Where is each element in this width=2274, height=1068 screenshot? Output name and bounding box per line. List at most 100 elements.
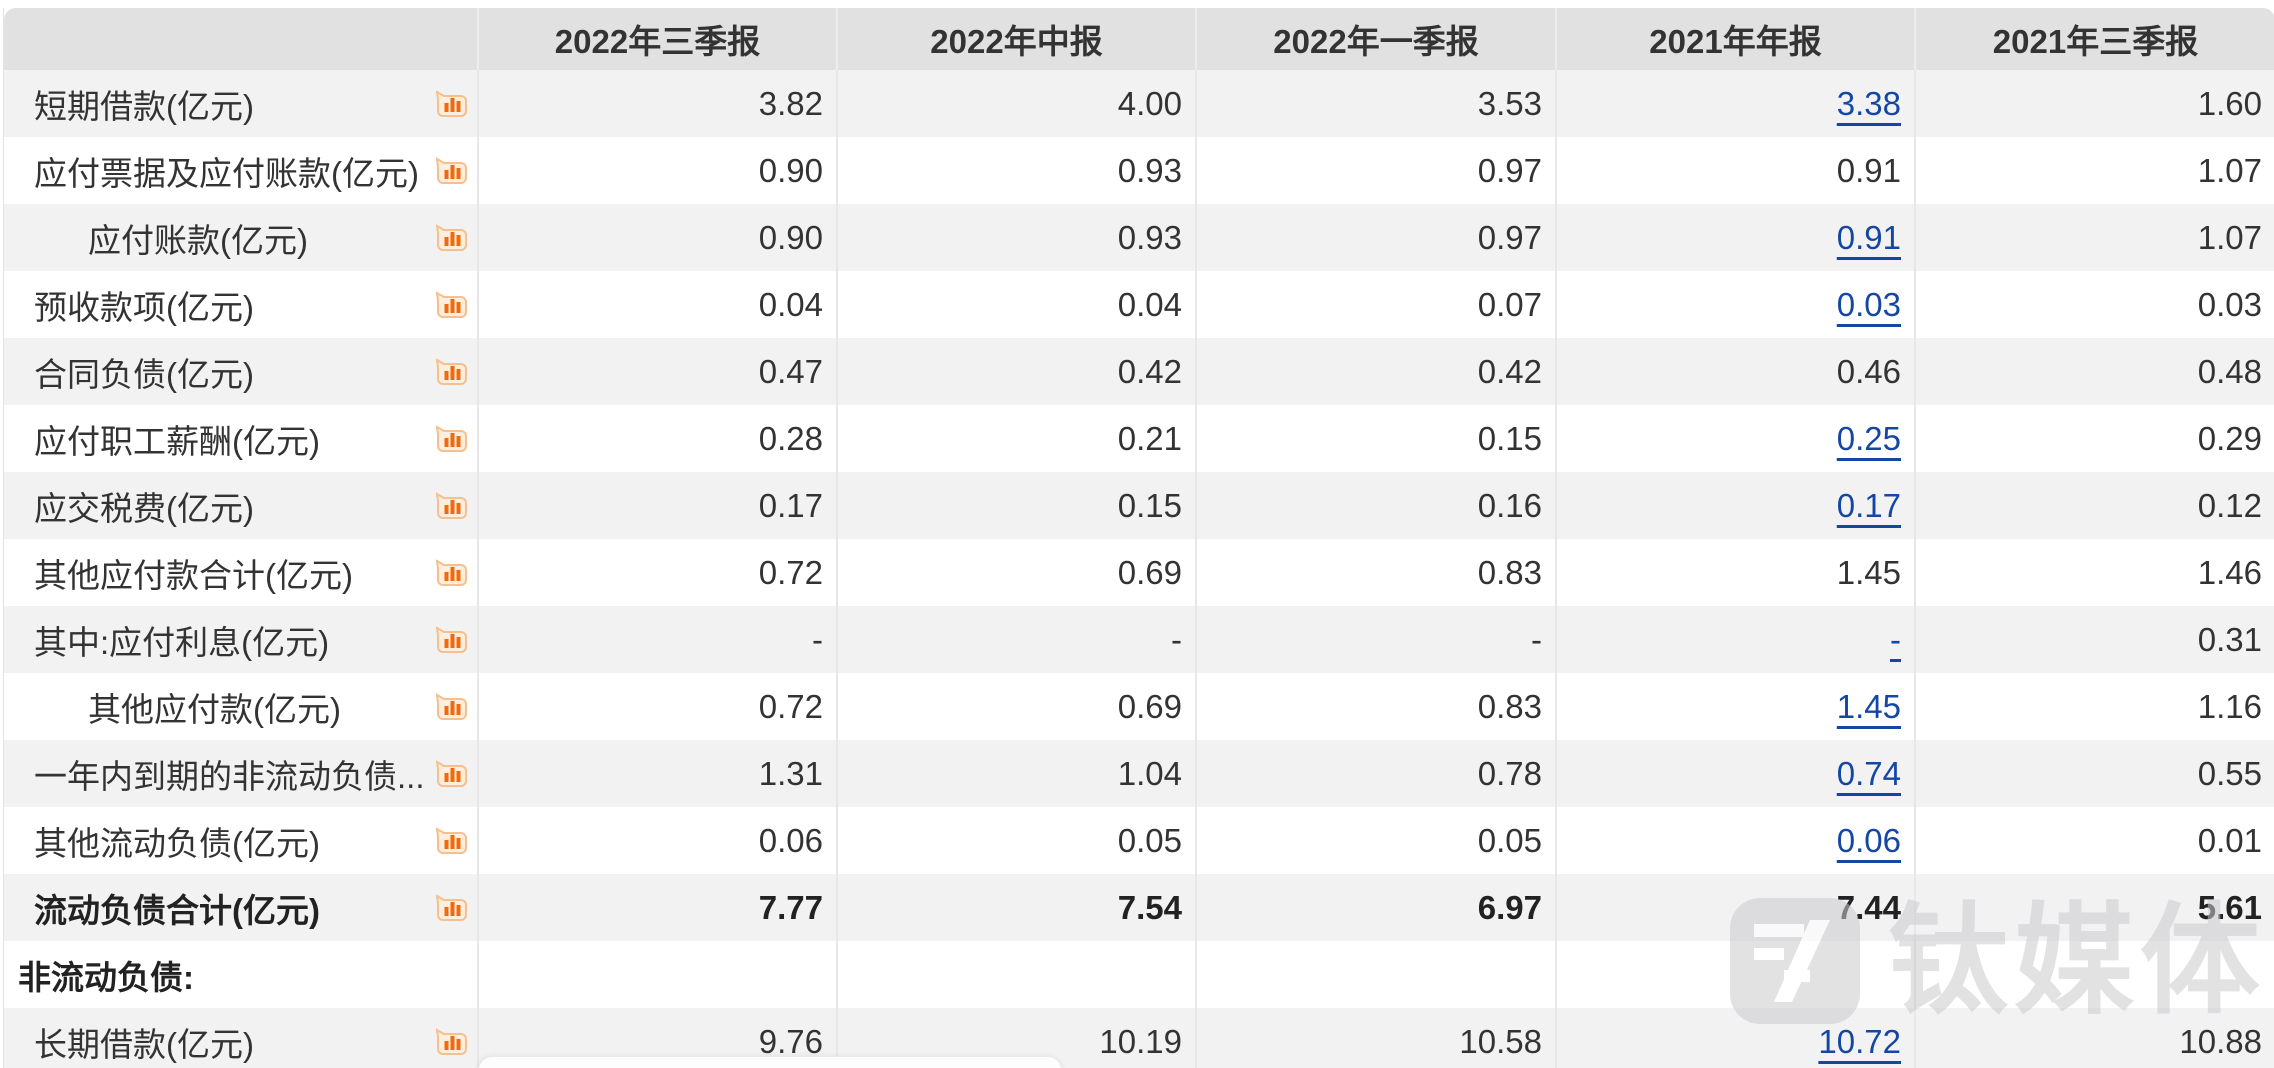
bar-chart-icon[interactable] xyxy=(434,558,468,587)
header-cell-period: 2021年年报 xyxy=(1555,8,1914,70)
row-label-cell: 预收款项(亿元) xyxy=(4,271,477,338)
bar-chart-icon[interactable] xyxy=(434,692,468,721)
value-cell: 0.78 xyxy=(1195,740,1555,807)
value-cell: 0.47 xyxy=(477,338,836,405)
bar-chart-icon[interactable] xyxy=(434,223,468,252)
value-cell: 1.04 xyxy=(836,740,1195,807)
value-link[interactable]: 10.72 xyxy=(1818,1022,1901,1060)
table-row: 应付职工薪酬(亿元) 0.28 0.21 0.15 0.25 0.29 xyxy=(4,405,2274,472)
row-label-cell: 其他应付款(亿元) xyxy=(4,673,477,740)
row-label: 一年内到期的非流动负债... xyxy=(34,757,425,795)
row-label: 应付职工薪酬(亿元) xyxy=(34,422,320,460)
value-cell: 0.15 xyxy=(1195,405,1555,472)
value-cell: 0.69 xyxy=(836,539,1195,606)
bar-chart-icon[interactable] xyxy=(434,759,468,788)
row-label-cell: 其他流动负债(亿元) xyxy=(4,807,477,874)
value-cell: 1.31 xyxy=(477,740,836,807)
value-cell: 0.83 xyxy=(1195,673,1555,740)
value-link[interactable]: 0.06 xyxy=(1836,821,1901,859)
value-link[interactable]: - xyxy=(1890,620,1901,658)
bar-chart-icon[interactable] xyxy=(434,424,468,453)
bar-chart-icon[interactable] xyxy=(434,89,468,118)
row-label-cell: 其中:应付利息(亿元) xyxy=(4,606,477,673)
bar-chart-icon[interactable] xyxy=(434,1027,468,1056)
value-cell: - xyxy=(1195,606,1555,673)
value-link[interactable]: 0.25 xyxy=(1836,419,1901,457)
table-row: 其中:应付利息(亿元) - - - -0.31 xyxy=(4,606,2274,673)
value-link[interactable]: 0.91 xyxy=(1836,218,1901,256)
value-cell: 0.31 xyxy=(1914,606,2274,673)
table-body: 短期借款(亿元) 3.82 4.00 3.53 3.38 1.60 应付票据及应付账款(亿… xyxy=(4,70,2274,1068)
header-cell-period: 2022年中报 xyxy=(836,8,1195,70)
value-cell: 0.74 xyxy=(1555,740,1914,807)
bar-chart-icon[interactable] xyxy=(434,357,468,386)
row-label: 非流动负债: xyxy=(18,958,194,996)
bar-chart-icon[interactable] xyxy=(434,625,468,654)
bar-chart-icon[interactable] xyxy=(434,156,468,185)
value-cell: 1.60 xyxy=(1914,70,2274,137)
row-label-cell: 应付账款(亿元) xyxy=(4,204,477,271)
value-cell: 0.42 xyxy=(1195,338,1555,405)
financial-statement-table: 2022年三季报 2022年中报 2022年一季报 2021年年报 2021年三… xyxy=(3,8,2274,1068)
row-label-cell: 应付票据及应付账款(亿元) xyxy=(4,137,477,204)
value-cell: 0.93 xyxy=(836,137,1195,204)
value-cell: 0.48 xyxy=(1914,338,2274,405)
floating-scrollbar[interactable] xyxy=(478,1056,1062,1068)
value-cell: 6.97 xyxy=(1195,874,1555,941)
bar-chart-icon[interactable] xyxy=(434,826,468,855)
value-cell: 0.07 xyxy=(1195,271,1555,338)
value-link[interactable]: 0.03 xyxy=(1836,285,1901,323)
row-label: 预收款项(亿元) xyxy=(34,288,254,326)
value-cell: 0.17 xyxy=(477,472,836,539)
value-cell xyxy=(1914,941,2274,1008)
row-label-cell: 应付职工薪酬(亿元) xyxy=(4,405,477,472)
value-link[interactable]: 1.45 xyxy=(1836,687,1901,725)
value-cell xyxy=(477,941,836,1008)
value-cell: 0.83 xyxy=(1195,539,1555,606)
row-label-cell: 流动负债合计(亿元) xyxy=(4,874,477,941)
value-cell: 0.05 xyxy=(836,807,1195,874)
value-cell: 10.58 xyxy=(1195,1008,1555,1068)
row-label-cell: 合同负债(亿元) xyxy=(4,338,477,405)
header-cell-period: 2022年三季报 xyxy=(477,8,836,70)
row-label-cell: 非流动负债: xyxy=(4,941,477,1008)
value-cell: 0.72 xyxy=(477,539,836,606)
value-cell: 4.00 xyxy=(836,70,1195,137)
value-cell: 0.91 xyxy=(1555,204,1914,271)
value-cell: 0.04 xyxy=(477,271,836,338)
value-cell: 0.29 xyxy=(1914,405,2274,472)
row-label-cell: 长期借款(亿元) xyxy=(4,1008,477,1068)
value-link[interactable]: 0.74 xyxy=(1836,754,1901,792)
table-row: 其他流动负债(亿元) 0.06 0.05 0.05 0.06 0.01 xyxy=(4,807,2274,874)
value-link[interactable]: 3.38 xyxy=(1836,84,1901,122)
value-cell: 3.82 xyxy=(477,70,836,137)
value-cell: 3.38 xyxy=(1555,70,1914,137)
value-cell: 10.19 xyxy=(836,1008,1195,1068)
bar-chart-icon[interactable] xyxy=(434,491,468,520)
value-cell: 0.21 xyxy=(836,405,1195,472)
value-cell: 0.93 xyxy=(836,204,1195,271)
header-cell-empty xyxy=(4,8,477,70)
value-link[interactable]: 0.17 xyxy=(1836,486,1901,524)
value-cell: 0.17 xyxy=(1555,472,1914,539)
value-cell: - xyxy=(836,606,1195,673)
value-cell: 0.97 xyxy=(1195,204,1555,271)
value-cell: 0.15 xyxy=(836,472,1195,539)
row-label: 应交税费(亿元) xyxy=(34,489,254,527)
value-cell: 0.55 xyxy=(1914,740,2274,807)
table-row: 非流动负债: xyxy=(4,941,2274,1008)
table-row: 其他应付款(亿元) 0.72 0.69 0.83 1.45 1.16 xyxy=(4,673,2274,740)
header-cell-period: 2022年一季报 xyxy=(1195,8,1555,70)
table-row: 应付票据及应付账款(亿元) 0.90 0.93 0.97 0.91 1.07 xyxy=(4,137,2274,204)
value-cell: 0.46 xyxy=(1555,338,1914,405)
bar-chart-icon[interactable] xyxy=(434,893,468,922)
row-label: 应付票据及应付账款(亿元) xyxy=(34,154,419,192)
bar-chart-icon[interactable] xyxy=(434,290,468,319)
value-cell: - xyxy=(1555,606,1914,673)
value-cell: 3.53 xyxy=(1195,70,1555,137)
row-label: 合同负债(亿元) xyxy=(34,355,254,393)
value-cell: 1.45 xyxy=(1555,539,1914,606)
value-cell xyxy=(836,941,1195,1008)
value-cell: 1.46 xyxy=(1914,539,2274,606)
table-row: 合同负债(亿元) 0.47 0.42 0.42 0.46 0.48 xyxy=(4,338,2274,405)
